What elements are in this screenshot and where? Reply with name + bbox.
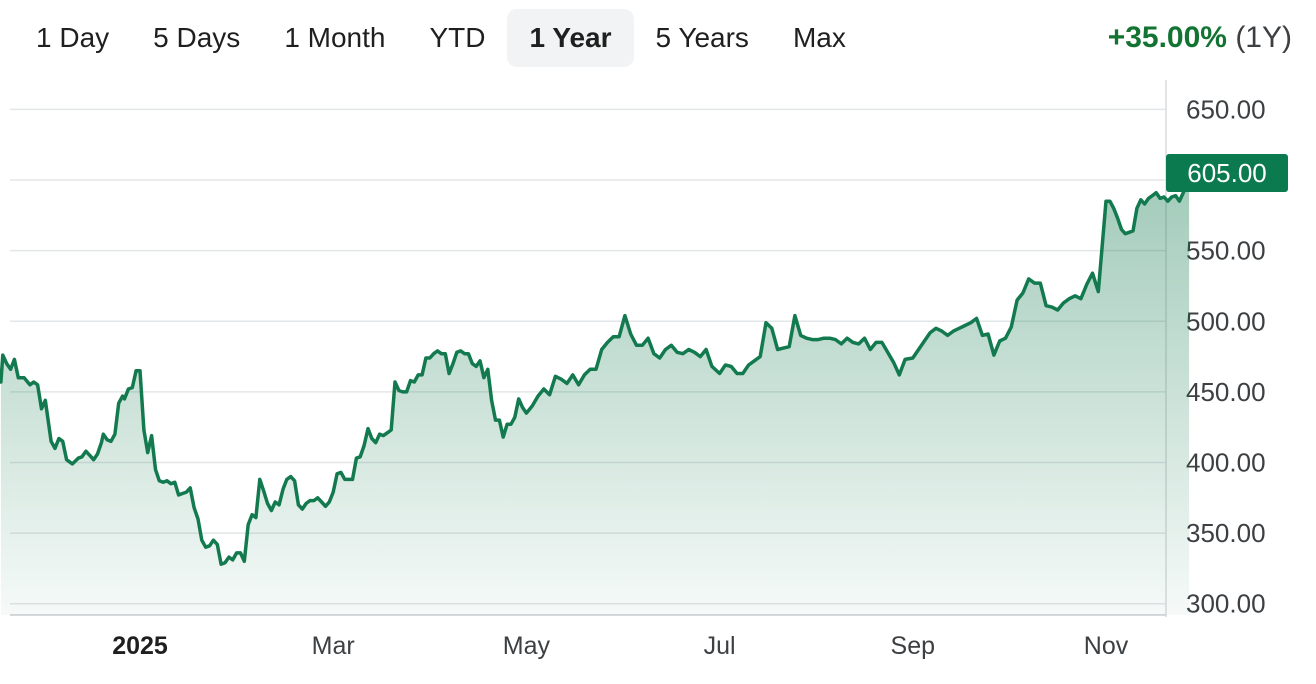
x-tick-label: Sep	[891, 632, 935, 660]
range-tab-ytd[interactable]: YTD	[429, 22, 486, 53]
range-tab-1-year[interactable]: 1 Year	[507, 9, 634, 67]
x-tick-label: 2025	[112, 632, 168, 660]
performance-period: (1Y)	[1235, 21, 1292, 54]
y-tick-label: 450.00	[1186, 377, 1266, 407]
range-tab-max[interactable]: Max	[792, 22, 846, 53]
range-tab-1-month[interactable]: 1 Month	[284, 22, 386, 53]
range-tab-5-years[interactable]: 5 Years	[655, 22, 749, 53]
y-tick-label: 550.00	[1186, 236, 1266, 266]
performance-change: +35.00%	[1107, 21, 1227, 54]
range-selector: 1 Day 5 Days 1 Month YTD 1 Year 5 Years …	[14, 8, 868, 68]
range-tab-5-days[interactable]: 5 Days	[153, 22, 241, 53]
last-price-badge	[1166, 153, 1288, 192]
x-tick-label: Jul	[704, 632, 736, 660]
performance-summary: +35.00% (1Y)	[1108, 8, 1292, 68]
x-tick-label: May	[503, 632, 551, 660]
y-tick-label: 300.00	[1186, 589, 1266, 619]
y-tick-label: 500.00	[1186, 306, 1266, 336]
price-line	[0, 171, 1191, 566]
price-area	[0, 173, 1190, 615]
x-tick-label: Nov	[1084, 632, 1129, 660]
x-tick-label: Mar	[312, 632, 355, 660]
y-tick-label: 350.00	[1186, 518, 1266, 548]
range-tab-1-day[interactable]: 1 Day	[36, 22, 110, 53]
last-price-label: 605.00	[1187, 158, 1267, 188]
y-tick-label: 650.00	[1186, 94, 1266, 124]
y-tick-label: 400.00	[1186, 447, 1266, 477]
